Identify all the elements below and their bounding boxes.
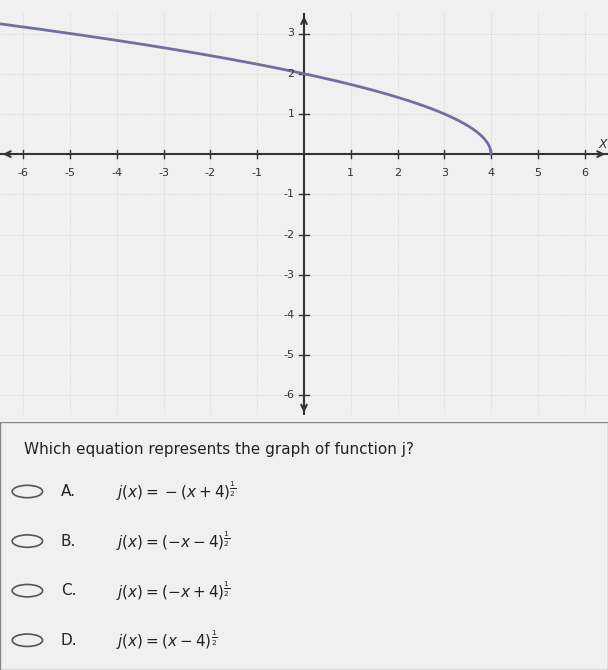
Text: -1: -1 [252, 168, 263, 178]
Text: A.: A. [61, 484, 76, 499]
Text: 4: 4 [488, 168, 495, 178]
Text: $j(x) = -(x + 4)^{\frac{1}{2}}$: $j(x) = -(x + 4)^{\frac{1}{2}}$ [116, 480, 236, 503]
Text: -5: -5 [64, 168, 75, 178]
Text: $j(x) = (x - 4)^{\frac{1}{2}}$: $j(x) = (x - 4)^{\frac{1}{2}}$ [116, 628, 218, 652]
Text: -3: -3 [284, 270, 295, 279]
Text: -5: -5 [284, 350, 295, 360]
Text: -3: -3 [158, 168, 169, 178]
Text: 1: 1 [288, 109, 295, 119]
Text: -4: -4 [283, 310, 295, 320]
Text: 2: 2 [394, 168, 401, 178]
Text: -6: -6 [284, 391, 295, 400]
Text: $j(x) = (-x - 4)^{\frac{1}{2}}$: $j(x) = (-x - 4)^{\frac{1}{2}}$ [116, 529, 230, 553]
Text: 2: 2 [288, 69, 295, 78]
Text: C.: C. [61, 583, 76, 598]
Text: 1: 1 [347, 168, 354, 178]
Text: D.: D. [61, 632, 77, 648]
Text: -2: -2 [283, 230, 295, 239]
Text: X: X [599, 137, 607, 151]
Text: 6: 6 [581, 168, 588, 178]
Text: -2: -2 [205, 168, 216, 178]
Text: -4: -4 [111, 168, 122, 178]
Text: 5: 5 [534, 168, 541, 178]
Text: $j(x) = (-x + 4)^{\frac{1}{2}}$: $j(x) = (-x + 4)^{\frac{1}{2}}$ [116, 579, 230, 602]
Text: 3: 3 [441, 168, 448, 178]
Text: -6: -6 [18, 168, 29, 178]
Text: Which equation represents the graph of function j?: Which equation represents the graph of f… [24, 442, 414, 457]
Text: 3: 3 [288, 29, 295, 38]
Text: -1: -1 [284, 190, 295, 199]
Text: B.: B. [61, 533, 76, 549]
